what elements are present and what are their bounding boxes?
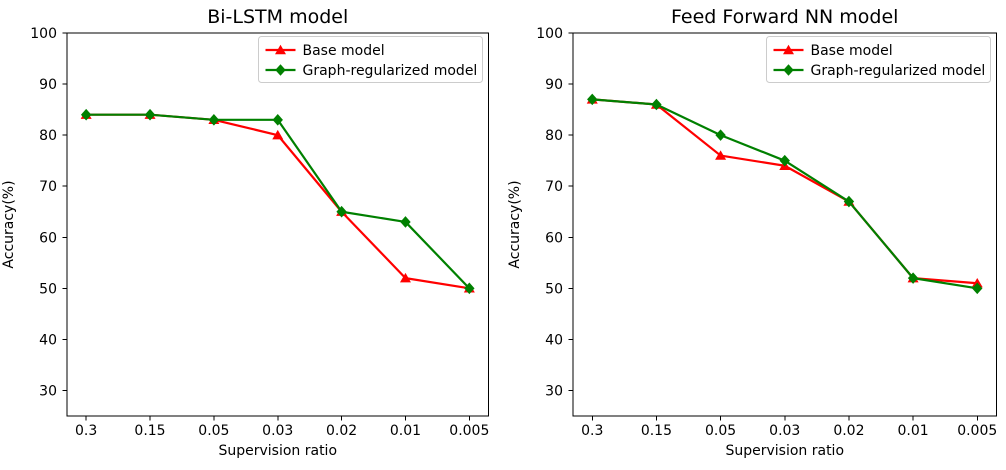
x-tick-label: 0.005: [449, 423, 489, 439]
chart-bi-lstm-model: 100 90 80 70 60 50 40 30 0.3 0.15 0.05 0.03 0.02 0.01…: [1, 6, 489, 459]
series-marker: [715, 150, 727, 160]
y-tick-label: 40: [39, 332, 57, 348]
y-axis-label: Accuracy(%): [507, 180, 523, 268]
x-tick-label: 0.3: [75, 423, 97, 439]
legend-entry-label: Base model: [303, 43, 385, 59]
x-tick-label: 0.02: [833, 423, 864, 439]
plot-frame: [66, 32, 489, 417]
series-marker: [587, 93, 598, 106]
legend-handle-marker: [275, 44, 286, 55]
chart-title: Feed Forward NN model: [671, 6, 898, 28]
series-marker: [464, 282, 475, 295]
series-marker: [972, 282, 983, 295]
x-tick-label: 0.03: [262, 423, 293, 439]
chart-canvas: 100 90 80 70 60 50 40 30 0.3 0.15 0.05 0.03 0.02 0.01…: [507, 6, 997, 459]
series-marker: [80, 108, 92, 121]
series-marker: [144, 108, 156, 121]
x-tick-label: 0.01: [897, 423, 928, 439]
series-line: [592, 98, 978, 285]
y-tick-label: 50: [39, 281, 57, 297]
series-marker: [336, 205, 347, 218]
x-tick-label: 0.05: [705, 423, 736, 439]
y-tick-label: 90: [39, 77, 57, 93]
y-tick-label: 60: [545, 230, 563, 246]
legend-handle-marker: [275, 64, 286, 76]
y-tick-label: 80: [39, 128, 57, 144]
series-marker: [779, 154, 790, 167]
series-marker: [272, 129, 284, 140]
y-tick-label: 60: [39, 230, 57, 246]
chart-feed-forward-nn-model: 100 90 80 70 60 50 40 30 0.3 0.15 0.05 0.03 0.02 0.01…: [503, 0, 1006, 470]
series-marker: [208, 114, 220, 126]
series-marker: [272, 114, 283, 126]
x-tick-label: 0.02: [326, 423, 357, 439]
legend-box: [766, 36, 991, 83]
x-tick-label: 0.03: [769, 423, 800, 439]
series-line: [86, 113, 471, 290]
y-tick-label: 100: [536, 26, 563, 42]
y-tick-label: 30: [545, 383, 563, 399]
y-tick-label: 70: [39, 179, 57, 195]
legend-entry-label: Graph-regularized model: [303, 63, 478, 79]
y-tick-label: 100: [30, 26, 57, 42]
series-marker: [399, 272, 411, 283]
series-marker: [715, 129, 726, 141]
series-marker: [400, 216, 411, 228]
y-tick-label: 70: [545, 179, 563, 195]
series-line: [86, 113, 470, 290]
chart-title: Bi-LSTM model: [207, 6, 348, 28]
x-axis-label: Supervision ratio: [725, 443, 844, 459]
legend-box: [258, 36, 483, 83]
y-tick-label: 90: [545, 77, 563, 93]
x-tick-label: 0.01: [390, 423, 421, 439]
x-tick-label: 0.15: [134, 423, 165, 439]
x-tick-label: 0.05: [198, 423, 229, 439]
y-tick-label: 80: [545, 128, 563, 144]
legend-entry-label: Base model: [811, 43, 893, 59]
y-tick-label: 50: [545, 281, 563, 297]
x-tick-label: 0.005: [957, 423, 997, 439]
legend-entry-label: Graph-regularized model: [811, 63, 986, 79]
legend-handle-marker: [783, 64, 794, 76]
plot-frame: [572, 32, 997, 417]
legend-handle-marker: [783, 44, 794, 55]
legend: Base model Graph-regularized model: [258, 36, 483, 83]
x-axis-label: Supervision ratio: [218, 443, 337, 459]
y-axis-label: Accuracy(%): [1, 180, 17, 268]
x-tick-label: 0.15: [641, 423, 672, 439]
y-tick-label: 40: [545, 332, 563, 348]
x-tick-label: 0.3: [581, 423, 603, 439]
y-tick-label: 30: [39, 383, 57, 399]
chart-canvas: 100 90 80 70 60 50 40 30 0.3 0.15 0.05 0.03 0.02 0.01…: [1, 6, 489, 459]
series-line: [592, 98, 978, 290]
legend: Base model Graph-regularized model: [766, 36, 991, 83]
